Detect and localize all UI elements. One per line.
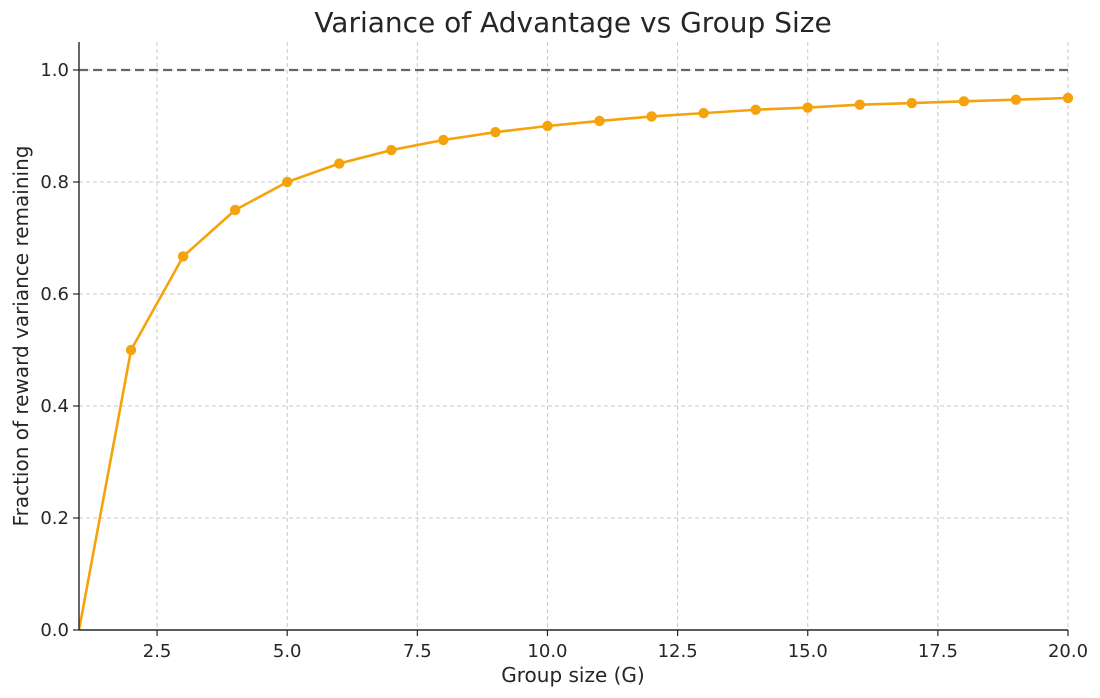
y-tick-label: 0.6 xyxy=(40,284,69,305)
y-axis-label: Fraction of reward variance remaining xyxy=(9,146,33,527)
data-point xyxy=(1062,92,1074,104)
y-tick-label: 0.4 xyxy=(40,396,69,417)
data-point xyxy=(282,176,293,188)
data-point xyxy=(125,344,137,356)
data-point xyxy=(958,96,970,107)
x-tick-label: 2.5 xyxy=(143,641,172,662)
data-point xyxy=(802,102,813,113)
x-tick-label: 12.5 xyxy=(658,641,698,662)
y-tick-label: 0.8 xyxy=(40,172,69,193)
x-tick-label: 7.5 xyxy=(403,641,432,662)
y-tick-label: 0.0 xyxy=(40,620,69,641)
data-point xyxy=(854,99,865,110)
data-point xyxy=(542,120,553,132)
x-tick-label: 17.5 xyxy=(918,641,958,662)
data-point xyxy=(386,144,397,156)
data-point xyxy=(334,158,345,169)
y-tick-label: 0.2 xyxy=(40,508,69,529)
chart-title: Variance of Advantage vs Group Size xyxy=(314,6,831,39)
data-point xyxy=(438,134,449,146)
x-tick-label: 15.0 xyxy=(788,641,828,662)
series-line xyxy=(79,96,1069,630)
data-point xyxy=(750,104,761,115)
data-point xyxy=(594,115,605,127)
data-point xyxy=(177,251,189,262)
data-point xyxy=(1010,94,1022,105)
y-tick-label: 1.0 xyxy=(40,60,69,81)
series-group xyxy=(79,92,1074,630)
data-point xyxy=(698,107,709,119)
x-tick-label: 5.0 xyxy=(273,641,302,662)
grid-lines xyxy=(79,42,1069,631)
x-tick-label: 10.0 xyxy=(527,641,567,662)
x-axis-label: Group size (G) xyxy=(501,663,645,687)
axes: 2.5 5.0 7.5 10.0 12.5 15.0 17.5 20.0 0.0 0.2 0.4 0.… xyxy=(40,42,1088,662)
data-point xyxy=(229,204,241,216)
data-point xyxy=(906,97,918,109)
x-tick-label: 20.0 xyxy=(1048,641,1088,662)
data-point xyxy=(646,111,657,122)
data-point xyxy=(490,126,501,138)
